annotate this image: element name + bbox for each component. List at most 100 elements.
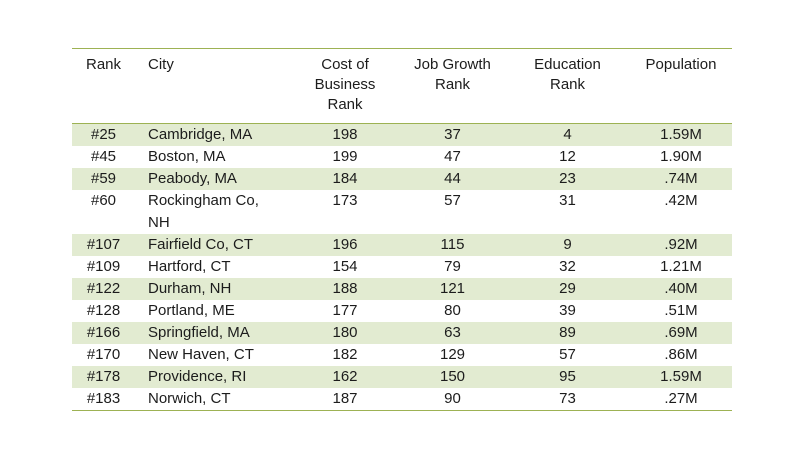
cell-education_rank: 39 bbox=[559, 302, 576, 319]
table-row: #128 Portland, ME 177 80 39 .51M bbox=[72, 300, 732, 322]
cell-rank: #122 bbox=[86, 280, 121, 297]
table-row: #60 Rockingham Co, NH 173 57 31 .42M bbox=[72, 190, 732, 234]
city-text: Providence, RI bbox=[148, 368, 247, 385]
cell-rank: #166 bbox=[86, 324, 121, 341]
cell-education_rank: 31 bbox=[559, 192, 576, 209]
cell-cost_of_business_rank: 184 bbox=[332, 170, 358, 187]
cell-education_rank: 12 bbox=[559, 148, 576, 165]
cell-education_rank: 73 bbox=[559, 390, 576, 407]
cell-city: Portland, ME bbox=[135, 300, 290, 322]
cell-job_growth_rank: 90 bbox=[444, 390, 461, 407]
cell-population: 1.21M bbox=[660, 258, 702, 275]
column-header-job-growth-rank: Job Growth Rank bbox=[400, 48, 505, 124]
table-row: #59 Peabody, MA 184 44 23 .74M bbox=[72, 168, 732, 190]
table-row: #109 Hartford, CT 154 79 32 1.21M bbox=[72, 256, 732, 278]
cell-city: Boston, MA bbox=[135, 146, 290, 168]
table-row: #25 Cambridge, MA 198 37 4 1.59M bbox=[72, 123, 732, 147]
cell-job_growth_rank: 63 bbox=[444, 324, 461, 341]
cell-rank: #128 bbox=[86, 302, 121, 319]
column-header-job-growth-rank-label: Job Growth Rank bbox=[414, 56, 491, 93]
cell-cost_of_business_rank: 196 bbox=[332, 236, 358, 253]
table-row: #122 Durham, NH 188 121 29 .40M bbox=[72, 278, 732, 300]
cell-population: .86M bbox=[664, 346, 698, 363]
cell-city: Springfield, MA bbox=[135, 322, 290, 344]
cell-population: .42M bbox=[664, 192, 698, 209]
cell-rank: #107 bbox=[86, 236, 121, 253]
city-text: New Haven, CT bbox=[148, 346, 254, 363]
cell-cost_of_business_rank: 199 bbox=[332, 148, 358, 165]
cell-city: Providence, RI bbox=[135, 366, 290, 388]
cell-job_growth_rank: 37 bbox=[444, 126, 461, 143]
cell-rank: #45 bbox=[90, 148, 117, 165]
table-row: #183 Norwich, CT 187 90 73 .27M bbox=[72, 388, 732, 411]
cell-population: .69M bbox=[664, 324, 698, 341]
cell-rank: #183 bbox=[86, 390, 121, 407]
column-header-city: City bbox=[135, 48, 290, 124]
cell-cost_of_business_rank: 187 bbox=[332, 390, 358, 407]
cell-city: Norwich, CT bbox=[135, 388, 290, 411]
cell-population: .92M bbox=[664, 236, 698, 253]
cell-rank: #59 bbox=[90, 170, 117, 187]
table-row: #107 Fairfield Co, CT 196 115 9 .92M bbox=[72, 234, 732, 256]
cell-population: .74M bbox=[664, 170, 698, 187]
cell-job_growth_rank: 150 bbox=[439, 368, 466, 385]
table-row: #170 New Haven, CT 182 129 57 .86M bbox=[72, 344, 732, 366]
cell-city: Fairfield Co, CT bbox=[135, 234, 290, 256]
cell-population: .40M bbox=[664, 280, 698, 297]
table-row: #178 Providence, RI 162 150 95 1.59M bbox=[72, 366, 732, 388]
cell-city: Durham, NH bbox=[135, 278, 290, 300]
table-row: #166 Springfield, MA 180 63 89 .69M bbox=[72, 322, 732, 344]
cell-job_growth_rank: 80 bbox=[444, 302, 461, 319]
city-text: Portland, ME bbox=[148, 302, 235, 319]
cell-education_rank: 4 bbox=[563, 126, 572, 143]
cell-population: 1.59M bbox=[660, 368, 702, 385]
cell-job_growth_rank: 44 bbox=[444, 170, 461, 187]
cell-rank: #170 bbox=[86, 346, 121, 363]
header-row: Rank City Cost of Business Rank Job Grow… bbox=[72, 48, 732, 124]
cell-job_growth_rank: 57 bbox=[444, 192, 461, 209]
city-text: Cambridge, MA bbox=[148, 126, 253, 143]
cell-rank: #109 bbox=[86, 258, 121, 275]
column-header-education-rank-label: Education Rank bbox=[534, 56, 601, 93]
column-header-population-label: Population bbox=[645, 56, 717, 73]
cell-education_rank: 95 bbox=[559, 368, 576, 385]
cell-education_rank: 89 bbox=[559, 324, 576, 341]
cell-job_growth_rank: 79 bbox=[444, 258, 461, 275]
cell-city: Cambridge, MA bbox=[135, 124, 290, 147]
city-text: Rockingham Co, NH bbox=[148, 192, 259, 231]
cell-education_rank: 9 bbox=[563, 236, 572, 253]
cell-population: 1.90M bbox=[660, 148, 702, 165]
cell-city: Peabody, MA bbox=[135, 168, 290, 190]
rankings-table: Rank City Cost of Business Rank Job Grow… bbox=[72, 48, 732, 411]
cell-cost_of_business_rank: 162 bbox=[332, 368, 358, 385]
cell-population: 1.59M bbox=[660, 126, 702, 143]
cell-cost_of_business_rank: 180 bbox=[332, 324, 358, 341]
cell-rank: #60 bbox=[90, 192, 117, 209]
cell-education_rank: 29 bbox=[559, 280, 576, 297]
cell-rank: #25 bbox=[90, 126, 117, 143]
cell-cost_of_business_rank: 198 bbox=[332, 126, 358, 143]
cell-cost_of_business_rank: 188 bbox=[332, 280, 358, 297]
cell-city: New Haven, CT bbox=[135, 344, 290, 366]
table-body: #25 Cambridge, MA 198 37 4 1.59M #45 Boston, MA… bbox=[72, 123, 732, 411]
column-header-population: Population bbox=[630, 48, 732, 124]
cell-job_growth_rank: 47 bbox=[444, 148, 461, 165]
city-text: Fairfield Co, CT bbox=[148, 236, 254, 253]
cell-job_growth_rank: 129 bbox=[439, 346, 466, 363]
cell-cost_of_business_rank: 182 bbox=[332, 346, 358, 363]
city-text: Durham, NH bbox=[148, 280, 232, 297]
column-header-education-rank: Education Rank bbox=[505, 48, 630, 124]
column-header-cost-of-business-rank: Cost of Business Rank bbox=[290, 48, 400, 124]
cell-cost_of_business_rank: 154 bbox=[332, 258, 358, 275]
cell-education_rank: 57 bbox=[559, 346, 576, 363]
cell-job_growth_rank: 121 bbox=[439, 280, 466, 297]
column-header-cost-of-business-rank-label: Cost of Business Rank bbox=[314, 56, 376, 113]
cell-population: .27M bbox=[664, 390, 698, 407]
cell-cost_of_business_rank: 177 bbox=[332, 302, 358, 319]
column-header-city-label: City bbox=[148, 56, 174, 73]
cell-education_rank: 32 bbox=[559, 258, 576, 275]
cell-rank: #178 bbox=[86, 368, 121, 385]
city-text: Springfield, MA bbox=[148, 324, 250, 341]
cell-population: .51M bbox=[664, 302, 698, 319]
cell-education_rank: 23 bbox=[559, 170, 576, 187]
